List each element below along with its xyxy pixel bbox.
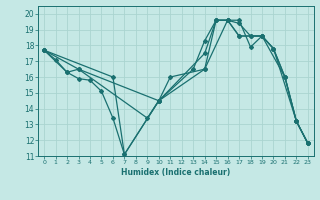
X-axis label: Humidex (Indice chaleur): Humidex (Indice chaleur): [121, 168, 231, 177]
